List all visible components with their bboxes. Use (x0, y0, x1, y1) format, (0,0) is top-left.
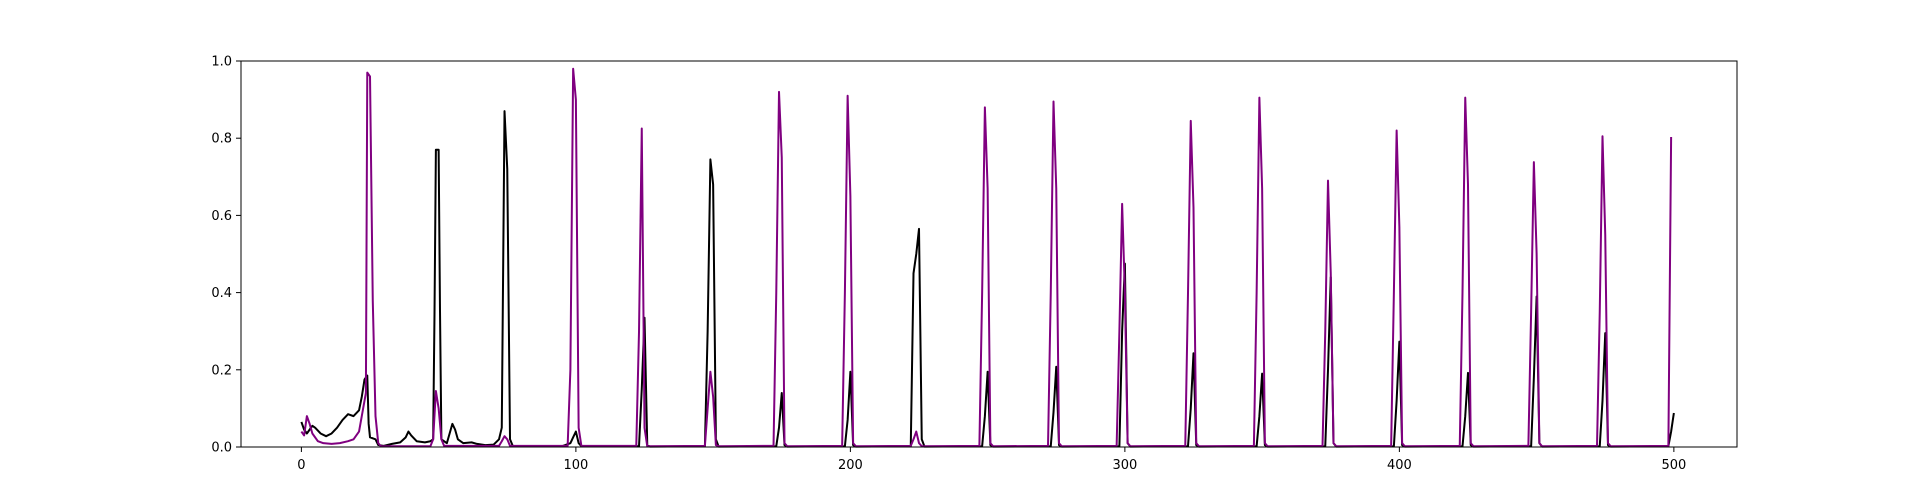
series-line-2 (300, 67, 1673, 448)
x-tick-label: 400 (1387, 458, 1412, 473)
x-tick-label: 100 (563, 458, 588, 473)
plot-area-frame (240, 60, 1738, 448)
x-tick-label: 0 (297, 458, 305, 473)
y-tick-label: 1.0 (211, 55, 232, 70)
x-tick-label: 200 (838, 458, 863, 473)
y-axis: 0.0 0.2 0.4 0.6 0.8 1.0 (211, 55, 241, 456)
y-tick-label: 0.0 (211, 441, 232, 456)
y-tick-label: 0.8 (211, 132, 232, 147)
y-tick-label: 0.4 (211, 286, 232, 301)
x-axis: 0 100 200 300 400 500 (297, 447, 1686, 473)
x-tick-label: 300 (1112, 458, 1137, 473)
y-tick-label: 0.6 (211, 209, 232, 224)
x-tick-label: 500 (1661, 458, 1686, 473)
y-tick-label: 0.2 (211, 363, 232, 378)
